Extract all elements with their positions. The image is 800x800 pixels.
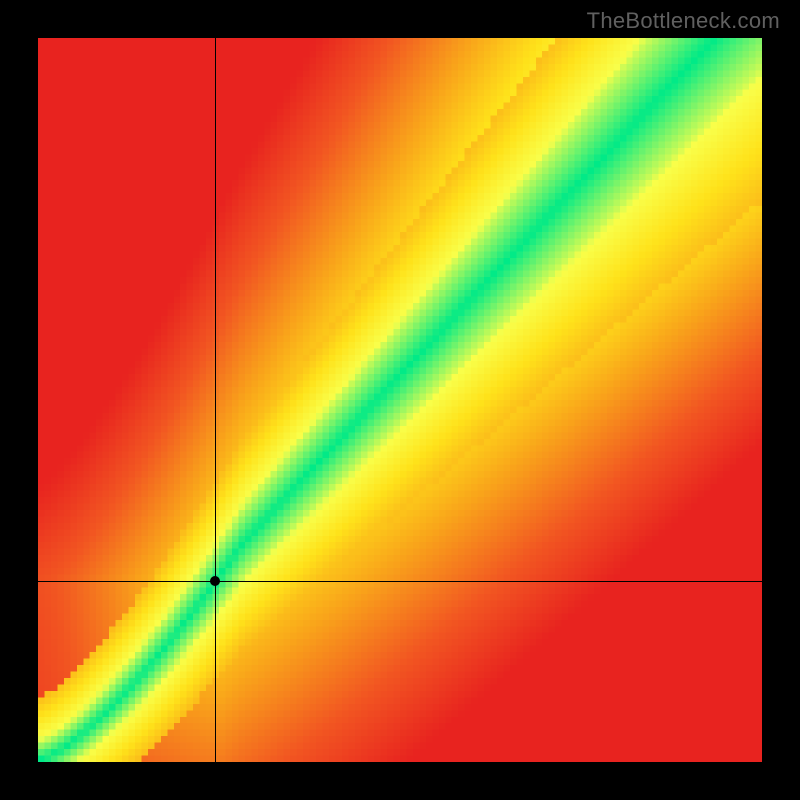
heatmap-canvas xyxy=(38,38,762,762)
heatmap-plot xyxy=(38,38,762,762)
crosshair-vertical xyxy=(215,38,216,762)
crosshair-horizontal xyxy=(38,581,762,582)
watermark-text: TheBottleneck.com xyxy=(587,8,780,34)
crosshair-marker xyxy=(210,576,220,586)
